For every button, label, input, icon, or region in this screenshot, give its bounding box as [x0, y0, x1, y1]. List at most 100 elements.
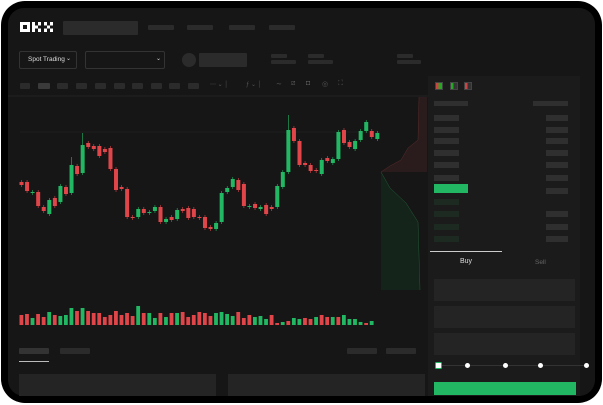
candle [280, 172, 285, 187]
candle [225, 188, 230, 192]
tab-underline [430, 251, 502, 252]
candle [19, 182, 24, 185]
candle [114, 169, 119, 190]
volume-bar [202, 313, 207, 325]
timeframe-option[interactable] [169, 83, 180, 89]
volume-bar [247, 315, 252, 325]
volume-bar [297, 319, 302, 325]
depth-asks-area [381, 97, 427, 172]
timeframe-option[interactable] [20, 83, 30, 89]
volume-bar [358, 322, 363, 325]
indicator-icon[interactable]: ƒ ⌄ │ [246, 82, 262, 88]
tab-open-orders[interactable] [19, 348, 49, 354]
camera-icon[interactable]: ◘ [306, 80, 311, 87]
stat-value [397, 60, 421, 64]
candle [202, 217, 207, 228]
volume-bar [158, 313, 163, 325]
book-bids-icon[interactable] [450, 82, 458, 90]
candle [52, 198, 57, 206]
book-both-icon[interactable] [435, 82, 443, 90]
ask-price [434, 138, 459, 144]
price-input[interactable] [434, 279, 575, 301]
total-input[interactable] [434, 333, 575, 355]
ruler-icon[interactable]: ⧄ [291, 80, 296, 87]
nav-item[interactable] [187, 25, 213, 30]
market-dropdown[interactable]: Spot Trading ⌄ [19, 51, 77, 69]
timeframe-option[interactable] [188, 83, 199, 89]
volume-bar [258, 316, 263, 325]
timeframe-option[interactable] [57, 83, 68, 89]
candle [336, 132, 341, 159]
slider-mark-50[interactable] [503, 363, 508, 368]
buy-button[interactable] [434, 382, 576, 395]
order-book [428, 76, 580, 246]
timeframe-option[interactable] [76, 83, 87, 89]
line-icon[interactable]: ∼ [276, 81, 282, 88]
candle [369, 131, 374, 137]
candle [308, 165, 313, 171]
candle [375, 133, 380, 139]
volume-bar [63, 315, 68, 325]
candle [147, 212, 152, 213]
amount-input[interactable] [434, 306, 575, 328]
slider-mark-100[interactable] [584, 363, 589, 368]
candle [358, 131, 363, 140]
nav-item[interactable] [148, 25, 174, 30]
search-bar[interactable] [63, 21, 138, 35]
volume-bar [225, 314, 230, 325]
tab-order-history[interactable] [60, 348, 90, 354]
slider-mark-25[interactable] [465, 363, 470, 368]
candle [130, 217, 135, 218]
candle [97, 146, 102, 156]
candle [191, 209, 196, 217]
volume-bar [264, 319, 268, 325]
filter-button[interactable] [386, 348, 416, 354]
timeframe-option[interactable] [38, 83, 50, 89]
volume-bar [169, 313, 174, 325]
volume-bar [75, 311, 79, 325]
nav-item[interactable] [229, 25, 255, 30]
stat-value [271, 60, 296, 64]
candle [253, 204, 258, 208]
amount-slider[interactable] [438, 365, 588, 366]
candle [341, 130, 346, 143]
candle-type-icon[interactable]: ⋯ ⌄ │ [210, 82, 229, 88]
tab-buy[interactable]: Buy [460, 258, 473, 265]
timeframe-option[interactable] [132, 83, 143, 89]
candle [141, 209, 146, 213]
okx-logo [20, 22, 53, 32]
tab-sell[interactable]: Sell [535, 259, 546, 266]
candle [58, 186, 63, 202]
pair-dropdown[interactable]: ⌄ [85, 51, 165, 69]
nav-item[interactable] [269, 25, 295, 30]
timeframe-option[interactable] [151, 83, 162, 89]
orders-panel [19, 374, 216, 396]
volume-bar [314, 317, 318, 325]
filter-button[interactable] [347, 348, 377, 354]
timeframe-option[interactable] [95, 83, 106, 89]
slider-handle[interactable] [435, 362, 442, 369]
slider-mark-75[interactable] [538, 363, 543, 368]
volume-bar [69, 308, 74, 325]
fullscreen-icon[interactable]: ⛶ [338, 80, 343, 87]
bid-price [434, 224, 459, 230]
settings-icon[interactable]: ◎ [322, 81, 329, 88]
volume-bar [25, 314, 29, 325]
volume-bar [364, 323, 369, 325]
timeframe-option[interactable] [114, 83, 125, 89]
ask-price [434, 162, 459, 168]
candle [75, 166, 80, 174]
book-asks-icon[interactable] [464, 82, 472, 90]
volume-bar [275, 323, 280, 325]
candle [347, 142, 352, 147]
book-header-price [434, 101, 468, 106]
bid-amount [546, 211, 568, 217]
volume-bar [325, 317, 330, 325]
volume-bar [347, 319, 352, 325]
candle [86, 143, 91, 147]
candle [158, 207, 163, 222]
volume-bar [97, 313, 102, 325]
volume-bar [214, 313, 218, 325]
volume-bar [180, 312, 185, 325]
